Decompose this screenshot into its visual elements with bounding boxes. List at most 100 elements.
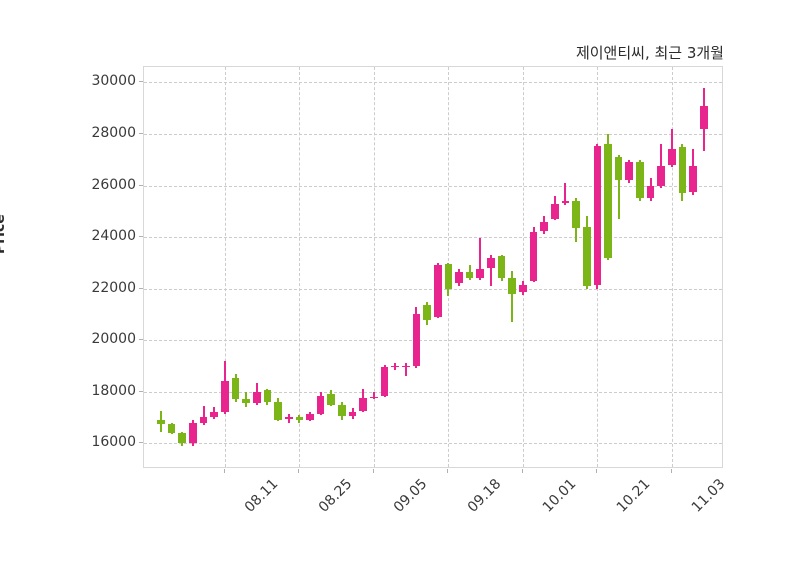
candle-wick: [479, 238, 482, 280]
candle-body: [199, 417, 208, 423]
y-axis-tick-label: 30000: [91, 73, 136, 90]
chart-title: 제이앤티씨, 최근 3개월: [575, 44, 724, 62]
y-axis-tick-mark: [139, 442, 143, 444]
y-axis-tick-label: 24000: [91, 228, 136, 245]
candle-body: [359, 398, 368, 411]
candle-body: [178, 432, 187, 444]
gridline-horizontal: [144, 443, 722, 445]
candle-body: [327, 394, 336, 405]
candle-wick: [564, 182, 567, 205]
candle-body: [582, 226, 591, 287]
candle-wick: [404, 363, 407, 377]
y-axis-tick-label: 22000: [91, 279, 136, 296]
y-axis-tick-mark: [139, 287, 143, 289]
y-axis-tick-labels: 16000 18000 20000 22000 24000 26000 28000 30000: [60, 66, 136, 468]
candle-body: [678, 146, 687, 194]
candle-body: [433, 265, 442, 317]
gridline-vertical: [671, 67, 673, 467]
candle-body: [593, 145, 602, 285]
candle-body: [508, 278, 517, 294]
x-axis-tick-mark: [596, 469, 598, 473]
x-axis-tick-label: 09.05: [390, 476, 431, 516]
gridline-vertical: [299, 67, 301, 467]
candle-body: [657, 166, 666, 186]
candle-wick: [245, 391, 248, 408]
plot-area: [143, 66, 723, 468]
candle-wick: [670, 128, 673, 168]
candle-body: [550, 203, 559, 220]
candle-body: [380, 367, 389, 396]
y-axis-tick-label: 28000: [91, 125, 136, 141]
candle-body: [338, 404, 346, 417]
candle-body: [189, 422, 197, 444]
x-axis-tick-label: 08.11: [241, 476, 282, 516]
y-axis-tick-mark: [139, 133, 143, 134]
candle-body: [455, 271, 463, 284]
y-axis-tick-label: 20000: [91, 331, 136, 348]
gridline-vertical: [522, 67, 524, 467]
candle-wick: [489, 255, 492, 287]
gridline-horizontal: [144, 288, 722, 290]
y-axis-tick-marks: [139, 66, 143, 468]
candle-body: [561, 201, 570, 203]
x-axis-tick-label: 10.01: [539, 476, 580, 516]
candle-body: [699, 105, 708, 129]
candle-body: [540, 221, 548, 231]
gridline-horizontal: [144, 340, 722, 342]
y-axis-tick-label: 18000: [91, 382, 136, 399]
gridline-horizontal: [144, 82, 722, 84]
candle-body: [316, 395, 325, 414]
candle-body: [306, 413, 314, 421]
candle-body: [444, 264, 453, 289]
candle-body: [572, 201, 580, 229]
candle-body: [614, 157, 623, 181]
x-axis-tick-mark: [670, 469, 672, 473]
candle-body: [252, 391, 261, 404]
candle-body: [668, 149, 676, 165]
candle-body: [242, 399, 250, 404]
x-axis-tick-mark: [223, 469, 225, 473]
candle-body: [423, 305, 431, 320]
x-axis-tick-label: 08.25: [316, 476, 356, 516]
candle-wick: [202, 405, 205, 426]
candle-body: [263, 390, 272, 402]
y-axis-tick-label: 16000: [91, 434, 136, 451]
candle-wick: [617, 154, 620, 220]
x-axis-tick-mark: [447, 469, 449, 473]
x-axis-tick-mark: [298, 469, 300, 473]
candle-body: [157, 420, 165, 424]
y-axis-tick-mark: [139, 184, 143, 186]
candle-body: [295, 417, 304, 421]
y-axis-tick-mark: [139, 339, 143, 341]
gridline-horizontal: [144, 134, 722, 135]
x-axis-tick-label: 09.18: [465, 476, 505, 516]
candle-body: [476, 269, 485, 279]
gridline-vertical: [224, 67, 226, 467]
gridline-horizontal: [144, 237, 722, 239]
gridline-horizontal: [144, 391, 722, 393]
candle-body: [391, 365, 399, 368]
candle-body: [604, 144, 612, 258]
y-axis-tick-mark: [139, 390, 143, 392]
x-axis-tick-labels: 08.11 08.25 09.05 09.18 10.01 10.21 11.03: [0, 476, 800, 546]
candle-body: [231, 377, 240, 400]
candle-body: [348, 412, 357, 417]
candle-body: [625, 162, 634, 181]
candle-body: [465, 271, 474, 279]
x-axis-tick-marks: [143, 469, 723, 474]
candle-body: [529, 231, 538, 281]
y-axis-label: Price: [0, 214, 8, 254]
candle-body: [487, 257, 495, 268]
candle-body: [210, 412, 219, 418]
candle-body: [646, 185, 655, 199]
candle-body: [636, 162, 644, 199]
x-axis-tick-label: 10.21: [614, 476, 654, 516]
gridline-horizontal: [144, 185, 722, 187]
candle-wick: [511, 270, 514, 323]
candle-body: [497, 256, 506, 279]
candle-body: [284, 417, 293, 419]
candle-body: [274, 402, 282, 421]
x-axis-tick-mark: [521, 469, 523, 473]
candle-wick: [660, 144, 663, 189]
